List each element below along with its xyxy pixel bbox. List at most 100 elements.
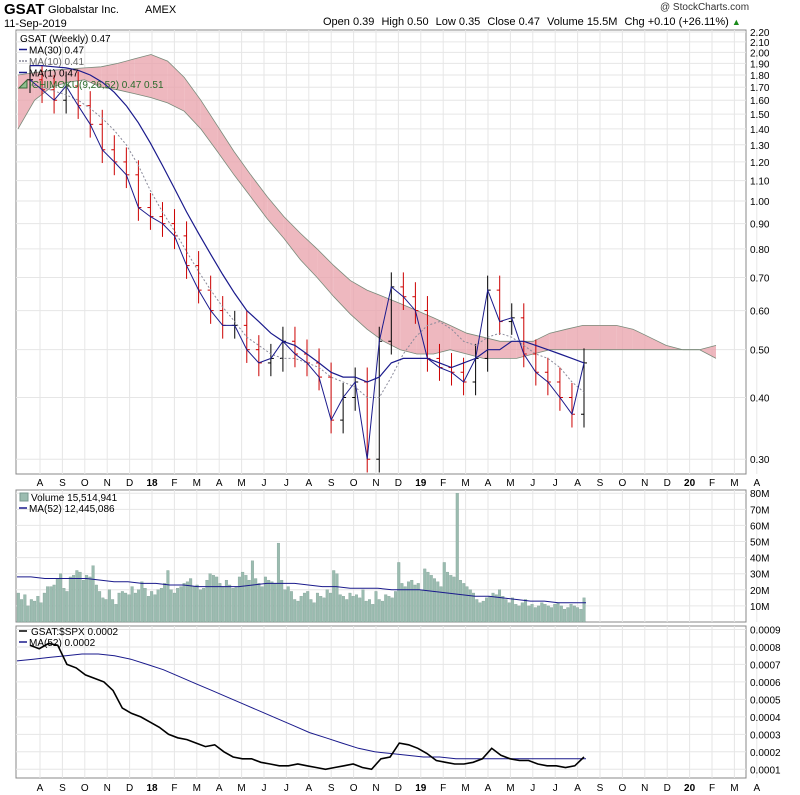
x-axis-label: F xyxy=(171,478,177,489)
volume-bar xyxy=(306,591,310,623)
x-axis-label-bottom: A xyxy=(37,783,44,794)
volume-bar xyxy=(169,589,173,623)
volume-bar xyxy=(400,583,404,623)
volume-bar xyxy=(543,604,547,623)
x-axis-label: F xyxy=(440,478,446,489)
volume-bar xyxy=(133,592,137,623)
volume-bar xyxy=(156,589,160,623)
volume-bar xyxy=(273,583,277,623)
volume-bar xyxy=(211,575,215,623)
volume-bar xyxy=(234,586,238,623)
volume-y-tick: 40M xyxy=(750,554,769,565)
volume-bar xyxy=(114,604,118,623)
company-name: Globalstar Inc. xyxy=(48,4,119,16)
ichimoku-cloud-segment xyxy=(599,325,617,350)
volume-ma52-line xyxy=(17,576,586,604)
volume-bar xyxy=(416,583,420,623)
volume-bar xyxy=(237,576,241,623)
x-axis-label-bottom: 20 xyxy=(684,783,696,794)
volume-bar xyxy=(566,607,570,623)
x-axis-label: A xyxy=(216,478,223,489)
volume-bar xyxy=(481,600,485,623)
price-y-tick: 0.80 xyxy=(750,245,770,256)
ratio-y-tick: 0.0009 xyxy=(750,625,781,636)
volume-bar xyxy=(426,571,430,623)
ichimoku-cloud-segment xyxy=(134,54,151,98)
x-axis-label: S xyxy=(328,478,335,489)
volume-y-tick: 10M xyxy=(750,602,769,613)
volume-bar xyxy=(296,600,300,623)
x-axis-label-bottom: D xyxy=(126,783,133,794)
price-plot-frame xyxy=(15,29,747,475)
volume-bar xyxy=(452,576,456,623)
volume-bar xyxy=(55,578,59,623)
volume-bar xyxy=(559,605,563,623)
volume-bar xyxy=(270,581,274,623)
ichimoku-cloud-segment xyxy=(433,317,451,354)
volume-bar xyxy=(315,592,319,623)
x-axis-label-bottom: N xyxy=(641,783,648,794)
volume-bar xyxy=(472,592,476,623)
x-axis-label-bottom: S xyxy=(328,783,335,794)
price-y-tick: 1.80 xyxy=(750,71,770,82)
volume-bar xyxy=(104,599,108,623)
chg-label: Chg xyxy=(624,16,645,28)
x-axis-label-bottom: M xyxy=(461,783,469,794)
volume-bar xyxy=(455,493,459,623)
volume-bar xyxy=(498,589,502,623)
volume-bar xyxy=(348,592,352,623)
x-axis-label-bottom: D xyxy=(664,783,671,794)
low-label: Low xyxy=(435,16,456,28)
x-axis-label-bottom: N xyxy=(372,783,379,794)
volume-bar xyxy=(345,599,349,623)
price-y-tick: 2.00 xyxy=(750,48,770,59)
volume-bar xyxy=(563,608,567,623)
volume-bar xyxy=(377,599,381,623)
volume-bar xyxy=(475,599,479,623)
price-y-tick: 1.50 xyxy=(750,110,770,121)
volume-bar xyxy=(423,568,427,623)
volume-value: 15.5M xyxy=(586,16,618,28)
ichimoku-cloud-segment xyxy=(217,125,234,175)
x-axis-label-bottom: O xyxy=(81,783,89,794)
ichimoku-cloud-segment xyxy=(283,216,301,260)
volume-bar xyxy=(289,591,293,623)
volume-legend-entry: Volume 15,514,941 xyxy=(31,493,118,504)
volume-bar xyxy=(49,586,53,623)
ma1-line xyxy=(29,79,585,460)
volume-bar xyxy=(387,596,391,623)
volume-bar xyxy=(224,579,228,623)
ichimoku-cloud-segment xyxy=(267,196,284,239)
volume-bar xyxy=(205,579,209,623)
volume-bar xyxy=(335,573,339,623)
volume-panel: 80M 70M 60M 50M 40M 30M 20M 10M Volume 15,514,94… xyxy=(15,489,769,623)
volume-bar xyxy=(150,591,154,623)
close-label: Close xyxy=(487,16,516,28)
ichimoku-cloud-segment xyxy=(317,248,334,297)
volume-bar xyxy=(221,586,225,623)
low-value: 0.35 xyxy=(458,16,481,28)
volume-bar xyxy=(75,570,79,623)
volume-bar xyxy=(163,583,167,623)
x-axis-label-bottom: D xyxy=(395,783,402,794)
x-axis-label-bottom: 18 xyxy=(146,783,158,794)
volume-bar xyxy=(267,579,271,623)
volume-bar xyxy=(325,589,329,623)
volume-bar xyxy=(85,575,89,623)
volume-bar xyxy=(231,588,235,623)
volume-bar xyxy=(189,578,193,623)
x-axis-label: S xyxy=(597,478,604,489)
ichimoku-cloud-segment xyxy=(333,265,351,315)
ichimoku-cloud-segment xyxy=(416,310,434,354)
volume-bar xyxy=(176,588,180,623)
volume-bar xyxy=(94,584,98,623)
volume-bar xyxy=(332,570,336,623)
x-axis-label: J xyxy=(262,478,267,489)
volume-bar xyxy=(478,602,482,623)
x-axis-label: M xyxy=(193,478,201,489)
volume-bar xyxy=(98,591,102,623)
x-axis-label: M xyxy=(730,478,738,489)
volume-bar xyxy=(215,576,219,623)
volume-bar xyxy=(286,586,290,623)
x-axis-label: D xyxy=(664,478,671,489)
